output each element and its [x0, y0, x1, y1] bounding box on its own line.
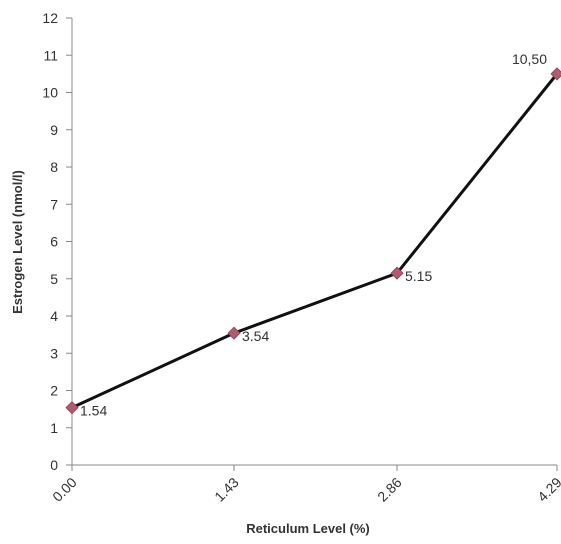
axes [71, 18, 557, 466]
y-tick-label: 4 [50, 308, 58, 324]
y-axis-label: Estrogen Level (nmol/l) [10, 170, 25, 314]
x-tick-label: 2.86 [374, 474, 405, 505]
data-label: 3.54 [242, 328, 269, 344]
y-tick-label: 2 [50, 383, 58, 399]
series-group: 1.54 3.54 5.15 10,50 [65, 51, 561, 419]
y-tick-label: 12 [42, 10, 58, 26]
y-tick-label: 1 [50, 420, 58, 436]
x-axis-ticks: 0.00 1.43 2.86 4.29 [49, 465, 561, 505]
y-tick-label: 7 [50, 196, 58, 212]
y-tick-label: 9 [50, 122, 58, 138]
y-tick-label: 5 [50, 271, 58, 287]
y-tick-label: 11 [43, 47, 58, 63]
y-tick-label: 8 [50, 159, 58, 175]
series-line [71, 72, 559, 409]
data-label: 5.15 [405, 268, 432, 284]
data-point-marker [227, 326, 241, 340]
data-label: 10,50 [512, 51, 547, 67]
x-tick-label: 4.29 [534, 474, 561, 505]
y-tick-label: 3 [50, 345, 58, 361]
x-tick-label: 0.00 [49, 474, 80, 505]
y-tick-label: 10 [42, 85, 58, 101]
data-point-marker [550, 67, 561, 81]
data-point-marker [65, 401, 79, 415]
data-label: 1.54 [80, 403, 107, 419]
data-point-marker [390, 266, 404, 280]
y-tick-label: 6 [50, 234, 58, 250]
y-tick-label: 0 [50, 457, 58, 473]
x-tick-label: 1.43 [211, 474, 242, 505]
x-axis-label: Reticulum Level (%) [246, 521, 370, 536]
